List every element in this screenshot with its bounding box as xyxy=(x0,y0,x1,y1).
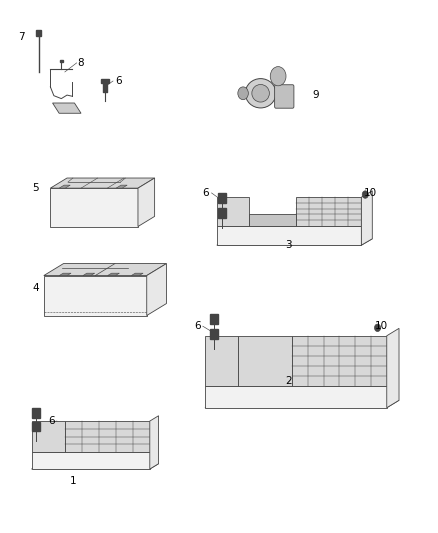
Text: 6: 6 xyxy=(202,188,209,198)
Polygon shape xyxy=(32,421,65,452)
Polygon shape xyxy=(210,329,218,339)
Text: 6: 6 xyxy=(115,76,122,86)
Polygon shape xyxy=(218,193,226,203)
Text: 4: 4 xyxy=(32,283,39,293)
Polygon shape xyxy=(83,273,95,276)
Polygon shape xyxy=(32,408,40,418)
Polygon shape xyxy=(150,416,159,469)
Polygon shape xyxy=(32,422,40,431)
Polygon shape xyxy=(387,328,399,408)
Polygon shape xyxy=(65,421,150,452)
Polygon shape xyxy=(53,103,81,114)
Polygon shape xyxy=(296,197,361,226)
Text: 2: 2 xyxy=(285,376,292,386)
Polygon shape xyxy=(217,226,361,245)
Circle shape xyxy=(238,87,248,100)
Polygon shape xyxy=(108,273,120,276)
Polygon shape xyxy=(116,185,127,188)
Polygon shape xyxy=(205,386,387,408)
Polygon shape xyxy=(238,336,292,386)
Polygon shape xyxy=(249,214,296,226)
Polygon shape xyxy=(50,178,155,188)
Text: 5: 5 xyxy=(32,183,39,192)
Text: 6: 6 xyxy=(48,416,55,426)
Ellipse shape xyxy=(252,84,269,102)
Circle shape xyxy=(362,191,368,198)
Polygon shape xyxy=(147,264,166,316)
Text: 8: 8 xyxy=(78,58,85,68)
FancyBboxPatch shape xyxy=(275,85,294,108)
Text: 9: 9 xyxy=(312,90,319,100)
Polygon shape xyxy=(32,452,150,469)
Text: 10: 10 xyxy=(364,188,377,198)
Polygon shape xyxy=(44,276,147,316)
Polygon shape xyxy=(361,191,372,245)
Text: 6: 6 xyxy=(194,321,201,331)
Polygon shape xyxy=(101,79,109,83)
Polygon shape xyxy=(32,464,159,469)
Ellipse shape xyxy=(245,78,276,108)
Text: 3: 3 xyxy=(285,240,292,250)
Polygon shape xyxy=(50,188,138,227)
Text: 10: 10 xyxy=(374,321,388,331)
Circle shape xyxy=(374,324,381,332)
Polygon shape xyxy=(205,336,238,386)
Text: 7: 7 xyxy=(18,33,25,42)
Polygon shape xyxy=(59,273,71,276)
Polygon shape xyxy=(59,185,70,188)
Polygon shape xyxy=(292,336,387,386)
Text: 1: 1 xyxy=(70,476,77,486)
Polygon shape xyxy=(44,264,166,276)
Polygon shape xyxy=(205,400,399,408)
Polygon shape xyxy=(36,30,41,36)
Polygon shape xyxy=(217,239,372,245)
Polygon shape xyxy=(138,178,155,227)
Polygon shape xyxy=(210,314,218,324)
Polygon shape xyxy=(218,208,226,218)
Polygon shape xyxy=(217,197,249,226)
Circle shape xyxy=(270,67,286,86)
Polygon shape xyxy=(131,273,143,276)
Polygon shape xyxy=(60,60,63,62)
